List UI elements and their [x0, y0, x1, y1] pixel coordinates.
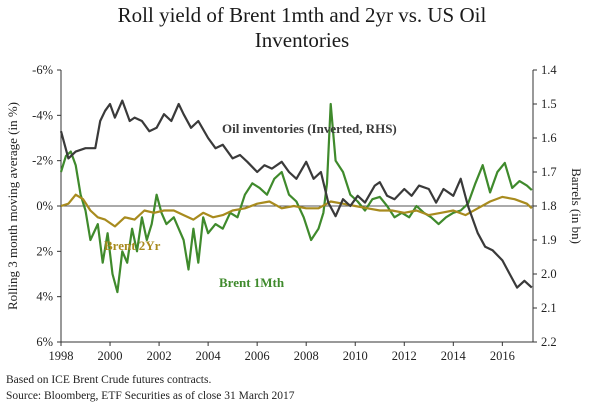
series-line-brent-2yr	[60, 193, 533, 228]
chart-title-line2: Inventories	[255, 28, 349, 52]
x-tick-label: 2004	[196, 349, 222, 363]
y-right-tick-label: 2.2	[541, 335, 557, 349]
y-right-tick-label: 1.6	[541, 131, 557, 145]
chart-title-line1: Roll yield of Brent 1mth and 2yr vs. US …	[118, 3, 487, 27]
axis-ticks: 1998 2000 2002 2004 2006 2008 2010 2012 2014 2016…	[32, 63, 557, 363]
y-right-tick-label: 1.9	[541, 233, 557, 247]
series-layer	[59, 99, 533, 294]
annotation-brent-1mth: Brent 1Mth	[219, 275, 285, 290]
x-tick-label: 2010	[343, 349, 368, 363]
x-tick-label: 2008	[294, 349, 319, 363]
x-tick-label: 2016	[490, 349, 515, 363]
y-left-tick-label: 4%	[36, 290, 53, 304]
y-left-tick-label: 0%	[36, 199, 53, 213]
series-line-brent-1mth	[59, 102, 533, 294]
y-axis-right-label: Barrels (in bn)	[569, 168, 584, 244]
y-right-tick-label: 1.4	[541, 63, 557, 77]
footnote-source: Source: Bloomberg, ETF Securities as of …	[6, 390, 295, 402]
footnote-basis: Based on ICE Brent Crude futures contrac…	[6, 374, 211, 386]
y-right-tick-label: 1.5	[541, 97, 557, 111]
x-tick-label: 2012	[392, 349, 417, 363]
y-left-tick-label: -2%	[32, 154, 53, 168]
y-right-tick-label: 1.8	[541, 199, 557, 213]
y-right-tick-label: 2.0	[541, 267, 557, 281]
y-left-tick-label: 6%	[36, 335, 53, 349]
y-left-tick-label: -6%	[32, 63, 53, 77]
y-left-tick-label: 2%	[36, 244, 53, 258]
y-right-tick-label: 1.7	[541, 165, 557, 179]
y-left-tick-label: -4%	[32, 108, 53, 122]
x-tick-label: 2002	[147, 349, 172, 363]
x-tick-label: 1998	[49, 349, 74, 363]
annotation-oil-inventories: Oil inventories (Inverted, RHS)	[222, 121, 397, 136]
x-tick-label: 2006	[245, 349, 270, 363]
y-axis-left-label: Rolling 3 month moving average (in %)	[5, 102, 20, 310]
series-line-oil-inventories-inverted-rhs	[59, 99, 533, 289]
annotation-brent-2yr: Brent 2Yr	[104, 238, 161, 253]
y-right-tick-label: 2.1	[541, 301, 557, 315]
x-tick-label: 2014	[441, 349, 467, 363]
x-tick-label: 2000	[98, 349, 123, 363]
